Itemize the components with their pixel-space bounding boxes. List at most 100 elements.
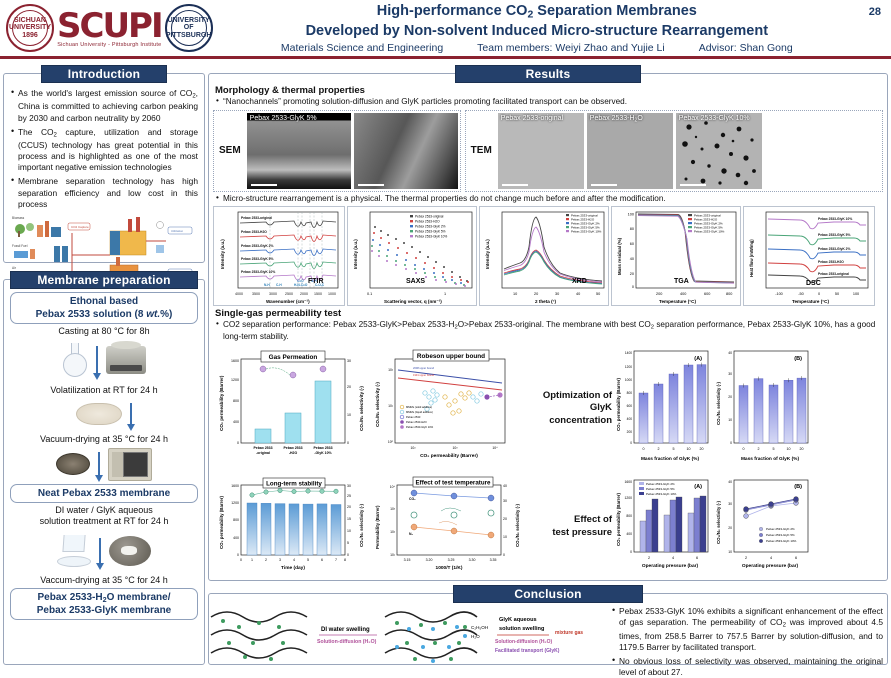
chart-dsc: Pebax 2533-GlyK 10% Pebax 2533-GlyK 5% P… [743, 206, 875, 307]
glyk-perm-ytick: 1200 [625, 365, 632, 369]
lt-xtick: 5 [307, 558, 309, 562]
seal-right-text: UNIVERSITY OF PITTSBURGH [165, 16, 212, 39]
prep-illustration-volatilization [4, 396, 204, 432]
mechanism-legend-a: C₂H₅OH H₂O [463, 625, 488, 639]
ps-ytick: 20 [728, 526, 732, 530]
tga-title: TGA [674, 278, 689, 285]
ps-xtick: 2 [745, 556, 747, 560]
flow-arrow-icon [96, 537, 104, 570]
tga-xtick: 200 [656, 292, 662, 296]
gp-y2tick: 10 [347, 413, 351, 417]
et-ytick: 10³ [390, 507, 396, 511]
lt-y2tick: 5 [347, 541, 349, 545]
tga-xtick: 600 [704, 292, 710, 296]
et-ytick: 10² [390, 530, 396, 534]
membrane-preparation-heading: Membrane preparation [10, 270, 198, 289]
pp-ytick: 400 [626, 532, 632, 536]
mechanism-step2-label-1: GlyK aqueous [499, 617, 537, 623]
glyk-perm-xtick: 20 [700, 447, 704, 451]
lt-xtick: 3 [279, 558, 281, 562]
ftir-xtick: 1500 [314, 292, 322, 296]
legend-item: Pebax 2533-GlyK 10% [646, 492, 677, 496]
figure-label-co2capture: CO2 Capture [71, 225, 89, 229]
sem-image-group: SEM Pebax 2533-GlyK 5% [213, 109, 461, 192]
xrd-xtick: 10 [513, 292, 517, 296]
introduction-panel: As the world's largest emission source o… [3, 73, 205, 279]
dsc-xtick: 100 [853, 292, 859, 296]
effect-temp-series-co2: CO₂ [409, 497, 416, 501]
poster-title-line2: Developed by Non-solvent Induced Micro-s… [305, 22, 769, 39]
chart-ftir: Pebax 2533-original Pebax 2533-H2O Pebax… [213, 206, 345, 307]
tga-legend: Pebax 2533-original Pebax 2533-H2O Pebax… [688, 214, 725, 234]
chart-glyk-perm-svg: (A) [616, 350, 709, 462]
tem-image-original: Pebax 2533-original [497, 112, 584, 189]
conclusion-text: Pebax 2533-GlyK 10% exhibits a significa… [609, 603, 887, 677]
ftir-xtick: 4000 [235, 292, 243, 296]
dsc-xlabel: Temperature (°C) [792, 299, 829, 304]
lt-y2tick: 0 [347, 553, 349, 557]
robeson-ytick: 10² [388, 368, 394, 372]
gp-ytick: 1200 [231, 378, 239, 382]
xrd-xtick: 20 [534, 292, 538, 296]
et-y2label: CO₂/N₂ selectivity (-) [515, 504, 520, 547]
robeson-ytick: 10⁰ [388, 440, 394, 444]
pp-ytick: 1600 [624, 480, 632, 484]
chart-gas-permeation-svg: Gas Permeation [219, 350, 364, 455]
poster-header: SICHUAN UNIVERSITY 1896 SCUPI Sichuan Un… [0, 0, 891, 59]
chart-glyk-conc-permeability: (A) [612, 345, 712, 472]
conclusion-section: Conclusion DI water swelling [208, 584, 888, 677]
tga-ytick: 0 [632, 285, 634, 289]
robeson-legend-item: Pebax 2533-H2O [406, 420, 427, 424]
robeson-xtick: 10² [411, 446, 417, 450]
glyk-perm-xlabel: Mass fraction of GlyK (%) [641, 456, 700, 462]
results-panel: Morphology & thermal properties “Nanocha… [208, 73, 888, 581]
gp-ylabel: CO₂ permeability (Barrer) [219, 375, 224, 431]
ftir-annot-nh2: N-H [311, 279, 317, 283]
figure-label-utilization: Utilization [171, 229, 184, 233]
ps-ytick: 10 [728, 550, 732, 554]
pp-ytick: 800 [626, 514, 632, 518]
pressure-label-line2: test pressure [552, 526, 612, 538]
tga-legend-item: Pebax 2533-H2O [694, 218, 718, 222]
scale-bar-icon [679, 183, 706, 186]
prep-step-vacuum-drying-2: Vaccum-drying at 35 °C for 24 h [40, 574, 168, 585]
tem-image-group: TEM Pebax 2533-original Pebax 2533-H2O P… [464, 109, 883, 192]
conclusion-heading: Conclusion [453, 584, 643, 603]
ftir-curve-label-3: Pebax 2533-GlyK 2% [241, 244, 274, 248]
mechanism-step1-sub: Solution-diffusion (H₂O) [317, 639, 377, 645]
glyk-sel-ytick: 20 [728, 395, 732, 399]
glyk-sel-xtick: 0 [743, 447, 745, 451]
legend-item: Pebax 2533-GlyK 2% [646, 482, 675, 486]
ftir-xtick: 3000 [269, 292, 277, 296]
chart-tga: Pebax 2533-original Pebax 2533-H2O Pebax… [611, 206, 741, 307]
ftir-annot-ch: C-H [276, 283, 282, 287]
tga-ytick: 80 [630, 227, 634, 231]
robeson-xtick: 10³ [453, 446, 459, 450]
xrd-xlabel: 2 theta (°) [535, 299, 556, 304]
legend-item: Pebax 2533-GlyK 5% [766, 533, 795, 537]
ftir-curve-label-1: Pebax 2533-original [241, 216, 272, 220]
membrane-sample-icon [56, 453, 90, 475]
glyk-perm-ylabel: CO₂ permeability (Barrer) [616, 378, 621, 431]
chart-xrd: Pebax 2533-original Pebax 2533-H2O Pebax… [479, 206, 609, 307]
poster-title-line1: High-performance CO2 Separation Membrane… [376, 3, 697, 21]
et-xlabel: 1000/T (1/K) [436, 565, 463, 571]
glyk-sel-xlabel: Mass fraction of GlyK (%) [741, 456, 800, 462]
list-item: Pebax 2533-GlyK 10% exhibits a significa… [611, 605, 883, 653]
scale-bar-icon [250, 183, 277, 186]
ccus-process-diagram: Biomass CO2 Capture Fossil Fuel Air [10, 213, 198, 285]
sem-image-2 [353, 112, 458, 189]
chart-effect-temp-svg: Effect of test temperature CO₂ [375, 476, 520, 571]
hotplate-stirrer-icon [106, 341, 146, 374]
petri-dish-small-icon [57, 555, 91, 567]
chart-saxs: Pebax 2533-original Pebax 2533-H2O Pebax… [347, 206, 477, 307]
lt-ylabel: CO₂ permeability (Barrer) [219, 496, 224, 549]
gp-xtick: Pebax 2533 [253, 446, 272, 450]
seal-left-text: SICHUAN UNIVERSITY 1896 [8, 16, 51, 39]
prep-step-volatilization: Volatilization at RT for 24 h [50, 385, 158, 395]
dsc-curve-label-4: Pebax 2533-H2O [818, 260, 844, 264]
prep-illustration-casting [4, 337, 204, 383]
sem-caption-1: Pebax 2533-GlyK 5% [249, 114, 317, 122]
robeson-bound-label-2: 1991 upper bound [413, 373, 435, 377]
et-ytick: 10⁴ [390, 485, 396, 489]
